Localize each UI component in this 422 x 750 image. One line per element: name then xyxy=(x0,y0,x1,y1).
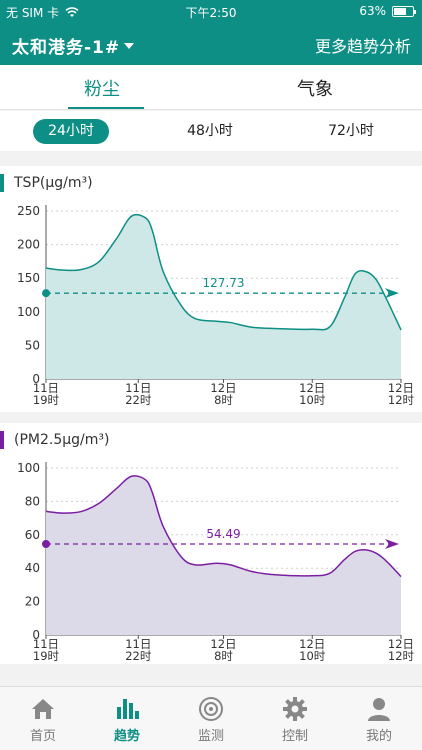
bottom-tab-bar: 首页 趋势 监测 控制 xyxy=(0,686,422,750)
series-area xyxy=(46,475,401,635)
tsp-title-text: TSP(μg/m³) xyxy=(14,175,93,191)
y-tick-label: 60 xyxy=(25,528,40,542)
tab-weather[interactable]: 气象 xyxy=(297,79,333,100)
app-header: 无 SIM 卡 下午2:50 63% 太和港务-1# 更多趋势分析 xyxy=(0,0,422,65)
x-tick-label-hour: 10时 xyxy=(299,649,326,663)
x-tick-label-hour: 10时 xyxy=(299,393,326,407)
range-72h[interactable]: 72小时 xyxy=(328,123,374,139)
pm25-chart: 02040608010011日19时11日22时12日8时12日10时12日12… xyxy=(17,461,415,663)
x-tick-label-day: 12日 xyxy=(299,637,325,651)
station-name: 太和港务-1# xyxy=(12,38,121,58)
average-arrow xyxy=(385,539,399,550)
status-bar: 无 SIM 卡 下午2:50 63% xyxy=(0,0,422,22)
x-tick-label-day: 12日 xyxy=(388,637,414,651)
series-area xyxy=(46,214,401,379)
tab-dust[interactable]: 粉尘 xyxy=(84,79,120,100)
x-tick-label-day: 11日 xyxy=(125,637,151,651)
tsp-chart-card: TSP(μg/m³) 0 50 100 150 200 250 11日 19时 11日 22时 12… xyxy=(0,166,422,412)
x-tick-label-day: 12日 xyxy=(388,381,414,395)
y-tick-label: 80 xyxy=(25,494,40,508)
tab-monitor[interactable]: 监测 xyxy=(169,687,253,750)
x-tick-label-hour: 8时 xyxy=(214,649,233,663)
x-tick-label-hour: 12时 xyxy=(388,649,415,663)
y-tick-label: 100 xyxy=(17,461,40,475)
y-tick-label: 0 xyxy=(32,372,40,386)
average-label: 127.73 xyxy=(203,276,245,290)
pm25-chart-card: (PM2.5μg/m³) 0 20 40 60 80 100 11日 19时 11日 22时 12日… xyxy=(0,423,422,664)
station-selector[interactable]: 太和港务-1# xyxy=(12,33,135,58)
tsp-chart-title: TSP(μg/m³) xyxy=(0,174,93,192)
title-accent-bar xyxy=(0,431,4,449)
nav-bar: 太和港务-1# 更多趋势分析 xyxy=(0,30,422,60)
pm25-title-text: (PM2.5μg/m³) xyxy=(14,432,110,448)
tab-underline xyxy=(68,107,144,109)
title-accent-bar xyxy=(0,174,4,192)
y-tick-label: 100 xyxy=(17,305,40,319)
y-tick-label: 40 xyxy=(25,561,40,575)
x-tick-label-day: 12日 xyxy=(210,637,236,651)
x-tick-label-day: 12日 xyxy=(299,381,325,395)
y-tick-label: 50 xyxy=(25,338,40,352)
x-tick-label-day: 11日 xyxy=(125,381,151,395)
tsp-chart: 05010015020025011日19时11日22时12日8时12日10时12… xyxy=(17,204,415,407)
wifi-icon xyxy=(65,7,79,17)
x-tick-label-hour: 8时 xyxy=(214,393,233,407)
gear-icon xyxy=(283,697,307,721)
x-tick-label-hour: 22时 xyxy=(125,393,152,407)
average-label: 54.49 xyxy=(206,527,240,541)
average-start-dot xyxy=(42,289,50,298)
tab-home-label: 首页 xyxy=(29,729,56,744)
y-tick-label: 0 xyxy=(32,628,40,642)
range-24h[interactable]: 24小时 xyxy=(33,119,109,144)
tab-trend-label: 趋势 xyxy=(113,729,140,744)
x-tick-label-hour: 12时 xyxy=(388,393,415,407)
tab-mine[interactable]: 我的 xyxy=(337,687,421,750)
series-line xyxy=(45,213,402,331)
tab-monitor-label: 监测 xyxy=(197,729,224,744)
more-trend-button[interactable]: 更多趋势分析 xyxy=(314,37,411,56)
tab-home[interactable]: 首页 xyxy=(1,687,85,750)
average-arrow xyxy=(385,288,399,299)
pm25-chart-title: (PM2.5μg/m³) xyxy=(0,431,109,449)
y-tick-label: 150 xyxy=(17,271,40,285)
average-start-dot xyxy=(42,540,50,549)
battery-percent: 63% xyxy=(359,4,386,18)
x-tick-label-day: 12日 xyxy=(210,381,236,395)
y-tick-label: 250 xyxy=(17,204,40,218)
range-48h[interactable]: 48小时 xyxy=(187,123,233,139)
y-tick-label: 200 xyxy=(17,238,40,252)
tab-trend[interactable]: 趋势 xyxy=(85,687,169,750)
time-range-selector: 24小时 48小时 72小时 xyxy=(0,111,422,151)
home-icon xyxy=(32,699,54,719)
y-tick-label: 20 xyxy=(25,595,40,609)
carrier-text: 无 SIM 卡 xyxy=(6,6,60,20)
x-tick-label-hour: 19时 xyxy=(33,393,60,407)
tab-control[interactable]: 控制 xyxy=(253,687,337,750)
battery-icon xyxy=(392,5,416,17)
x-tick-label-day: 11日 xyxy=(33,637,59,651)
person-icon xyxy=(368,698,390,721)
x-tick-label-hour: 22时 xyxy=(125,649,152,663)
x-tick-label-day: 11日 xyxy=(33,381,59,395)
x-tick-label-hour: 19时 xyxy=(33,649,60,663)
tab-control-label: 控制 xyxy=(281,729,308,744)
series-line xyxy=(45,475,402,578)
category-tabs: 粉尘 气象 xyxy=(0,65,422,110)
trend-icon xyxy=(117,699,139,719)
monitor-icon xyxy=(199,697,223,721)
caret-down-icon xyxy=(124,42,135,49)
clock-text: 下午2:50 xyxy=(185,6,237,20)
tab-mine-label: 我的 xyxy=(365,729,392,744)
